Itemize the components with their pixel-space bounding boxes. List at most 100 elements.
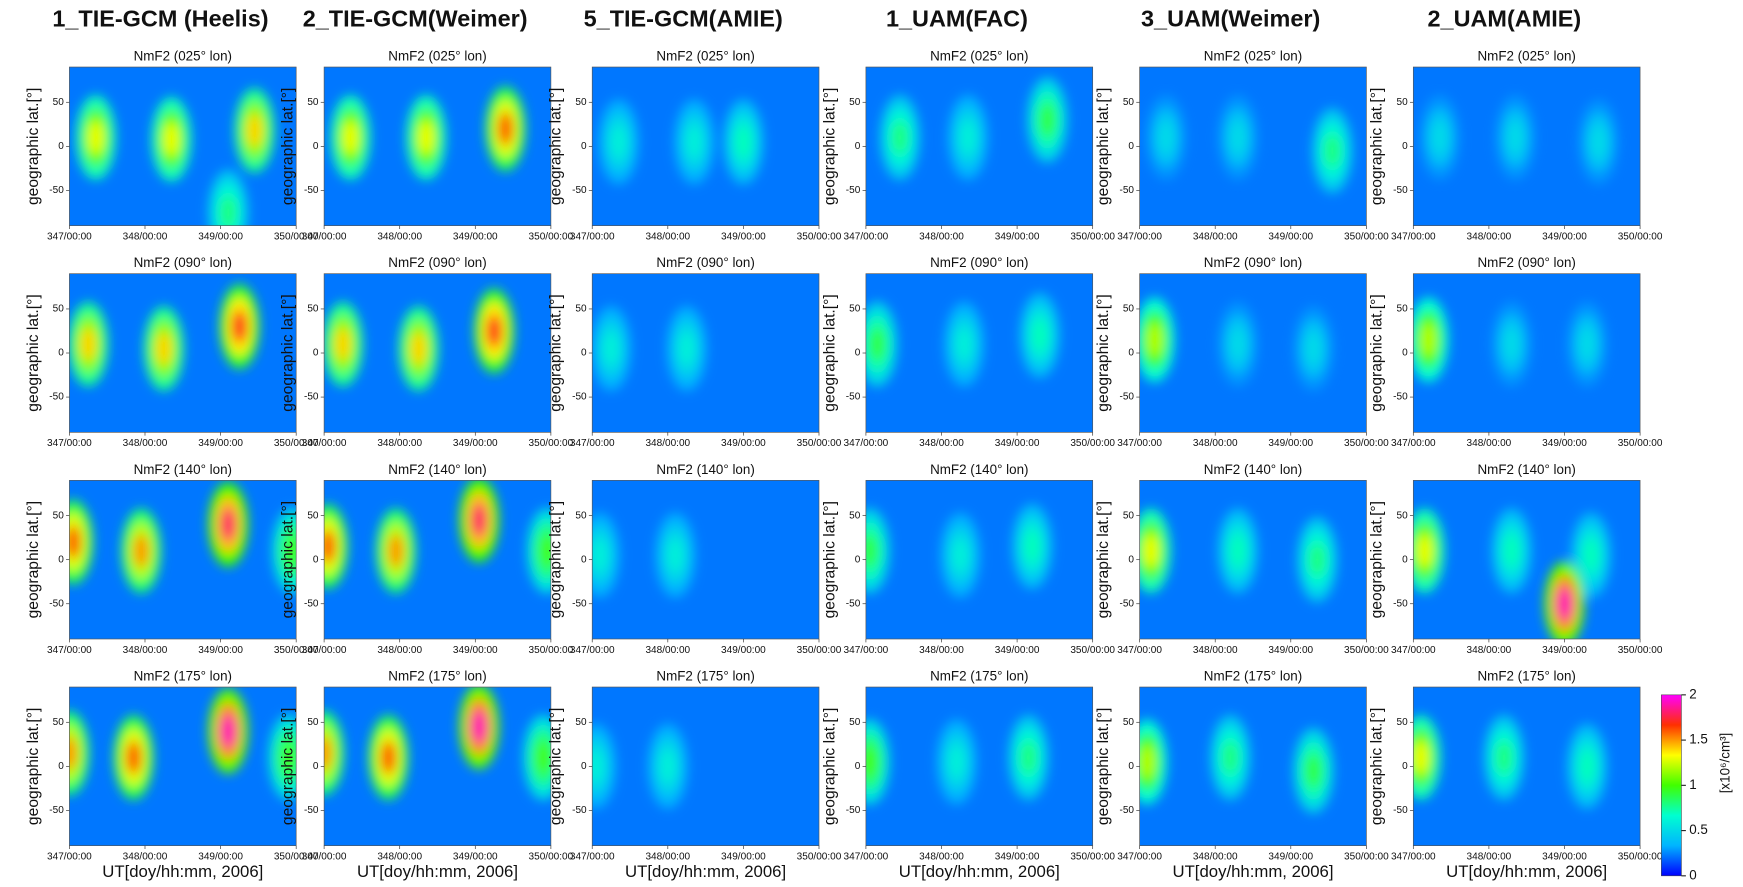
- panel: NmF2 (175° lon)geographic lat.[°]-500503…: [279, 669, 573, 881]
- heatmap-peak: [1230, 327, 1246, 361]
- plot-background: [592, 687, 819, 846]
- x-tick-label: 347/00:00: [1117, 851, 1162, 862]
- heatmap-peak: [1508, 121, 1524, 155]
- panel: NmF2 (090° lon)geographic lat.[°]-500503…: [1095, 255, 1389, 449]
- y-tick-label: 50: [575, 510, 587, 521]
- heatmap-peak: [1421, 323, 1437, 357]
- y-tick-label: 50: [1123, 304, 1135, 315]
- panel-title: NmF2 (025° lon): [930, 49, 1028, 64]
- heatmap-peak: [611, 125, 627, 159]
- heatmap-peak: [1309, 543, 1325, 577]
- x-tick-label: 347/00:00: [47, 231, 92, 242]
- y-tick-label: -50: [1393, 805, 1408, 816]
- heatmap-peak: [335, 327, 351, 361]
- x-tick-label: 350/00:00: [529, 851, 574, 862]
- x-tick-label: 350/00:00: [1618, 645, 1663, 656]
- x-tick-label: 350/00:00: [797, 645, 842, 656]
- colorbar-tick-label: 0: [1689, 867, 1696, 882]
- column-header: 1_UAM(FAC): [886, 5, 1028, 31]
- colorbar-scale: [1661, 695, 1681, 876]
- heatmap-peak: [1040, 103, 1056, 137]
- panel-title: NmF2 (090° lon): [1204, 255, 1302, 270]
- panel-title: NmF2 (025° lon): [134, 49, 232, 64]
- panel: NmF2 (140° lon)geographic lat.[°]-500503…: [25, 462, 319, 656]
- column-header: 3_UAM(Weimer): [1141, 5, 1320, 31]
- y-tick-label: 50: [849, 304, 861, 315]
- heatmap: [850, 715, 1049, 804]
- page: 1_TIE-GCM (Heelis)2_TIE-GCM(Weimer)5_TIE…: [0, 0, 1743, 887]
- x-tick-label: 348/00:00: [377, 438, 422, 449]
- y-axis-label: geographic lat.[°]: [279, 501, 296, 618]
- x-tick-label: 348/00:00: [645, 645, 690, 656]
- heatmap-peak: [220, 196, 236, 230]
- heatmap-peak: [156, 332, 172, 366]
- column-header: 1_TIE-GCM (Heelis): [52, 5, 268, 31]
- heatmap-peak: [247, 114, 263, 148]
- panel-title: NmF2 (175° lon): [930, 669, 1028, 684]
- x-tick-label: 349/00:00: [1542, 231, 1587, 242]
- x-tick-label: 347/00:00: [1117, 438, 1162, 449]
- y-tick-label: -50: [304, 185, 319, 196]
- y-tick-label: -50: [846, 392, 861, 403]
- panel: NmF2 (140° lon)geographic lat.[°]-500503…: [1369, 462, 1663, 656]
- panel-title: NmF2 (175° lon): [134, 669, 232, 684]
- heatmap-peak: [1143, 534, 1159, 568]
- heatmap-blobs: [850, 715, 1049, 804]
- x-tick-label: 350/00:00: [529, 645, 574, 656]
- x-tick-label: 349/00:00: [1268, 851, 1313, 862]
- x-axis-label: UT[doy/hh:mm, 2006]: [1172, 862, 1333, 881]
- x-tick-label: 347/00:00: [844, 645, 889, 656]
- y-axis-label: geographic lat.[°]: [25, 294, 42, 411]
- y-tick-label: -50: [846, 185, 861, 196]
- y-axis-label: geographic lat.[°]: [25, 501, 42, 618]
- colorbar-tick-label: 1: [1689, 777, 1696, 792]
- x-tick-label: 349/00:00: [453, 645, 498, 656]
- heatmap-peak: [736, 125, 752, 159]
- x-tick-label: 348/00:00: [1193, 231, 1238, 242]
- panel: NmF2 (140° lon)geographic lat.[°]-500503…: [279, 462, 573, 656]
- x-tick-label: 347/00:00: [1391, 231, 1436, 242]
- y-tick-label: -50: [572, 185, 587, 196]
- heatmap-peak: [949, 745, 965, 779]
- y-tick-label: 0: [1128, 761, 1134, 772]
- x-tick-label: 348/00:00: [1467, 231, 1512, 242]
- heatmap-peak: [1417, 534, 1433, 568]
- y-tick-label: 50: [307, 717, 319, 728]
- y-tick-label: -50: [49, 185, 64, 196]
- x-tick-label: 349/00:00: [721, 851, 766, 862]
- y-tick-label: 50: [1397, 717, 1409, 728]
- x-tick-label: 349/00:00: [1268, 231, 1313, 242]
- panel: NmF2 (090° lon)geographic lat.[°]-500503…: [821, 255, 1115, 449]
- heatmap-peak: [220, 714, 236, 748]
- heatmap-peak: [1230, 534, 1246, 568]
- y-tick-label: -50: [572, 805, 587, 816]
- x-tick-label: 349/00:00: [721, 438, 766, 449]
- y-axis-label: geographic lat.[°]: [1095, 708, 1112, 825]
- panel: NmF2 (090° lon)geographic lat.[°]-500503…: [548, 255, 842, 449]
- x-tick-label: 348/00:00: [123, 438, 168, 449]
- panel-title: NmF2 (025° lon): [1204, 49, 1302, 64]
- heatmap-peak: [1032, 319, 1048, 353]
- x-tick-label: 347/00:00: [1117, 231, 1162, 242]
- y-axis-label: geographic lat.[°]: [821, 88, 838, 205]
- colorbar-label: [x10⁶/cm³]: [1718, 733, 1733, 794]
- y-tick-label: 50: [1123, 97, 1135, 108]
- x-axis-label: UT[doy/hh:mm, 2006]: [1446, 862, 1607, 881]
- plot-background: [69, 480, 296, 639]
- panel: NmF2 (025° lon)geographic lat.[°]-500503…: [821, 49, 1115, 243]
- heatmap-peak: [862, 745, 878, 779]
- panel: NmF2 (090° lon)geographic lat.[°]-500503…: [25, 255, 319, 449]
- heatmap-peak: [862, 534, 878, 568]
- y-axis-label: geographic lat.[°]: [548, 294, 565, 411]
- heatmap-peak: [65, 525, 81, 559]
- y-tick-label: 0: [855, 348, 861, 359]
- x-tick-label: 349/00:00: [198, 231, 243, 242]
- panel-title: NmF2 (090° lon): [388, 255, 486, 270]
- x-tick-label: 349/00:00: [721, 645, 766, 656]
- column-header: 5_TIE-GCM(AMIE): [584, 5, 783, 31]
- x-tick-label: 349/00:00: [198, 438, 243, 449]
- heatmap-peak: [498, 112, 514, 146]
- panel-title: NmF2 (175° lon): [656, 669, 754, 684]
- y-tick-label: 0: [581, 554, 587, 565]
- y-tick-label: 0: [58, 761, 64, 772]
